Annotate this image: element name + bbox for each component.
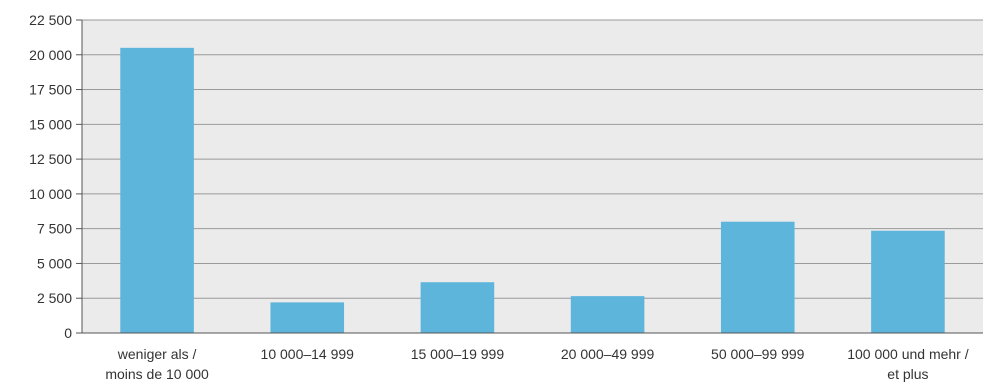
bar: [720, 221, 795, 333]
bar: [570, 296, 645, 333]
y-tick-label: 22 500: [29, 12, 72, 28]
bar: [420, 282, 495, 333]
y-tick-label: 5 000: [37, 255, 72, 271]
x-category-label: 100 000 und mehr / et plus: [847, 346, 969, 382]
y-tick-label: 7 500: [37, 221, 72, 237]
x-category-label-line: 15 000–19 999: [411, 346, 505, 362]
gridlines: [82, 19, 983, 299]
x-category-label-line: 50 000–99 999: [711, 346, 805, 362]
x-axis-labels: weniger als / moins de 10 000 10 000–14 99…: [105, 346, 968, 382]
x-category-label-line: et plus: [887, 366, 928, 382]
bar: [120, 47, 194, 333]
plot-area: [82, 20, 983, 333]
y-tick-label: 0: [64, 325, 72, 341]
x-category-label-line: 20 000–49 999: [561, 346, 655, 362]
x-category-label: 20 000–49 999: [561, 346, 655, 362]
x-category-label-line: 10 000–14 999: [261, 346, 355, 362]
y-tick-label: 20 000: [29, 47, 72, 63]
x-category-label: 50 000–99 999: [711, 346, 805, 362]
x-category-label-line: moins de 10 000: [105, 366, 209, 382]
y-tick-label: 15 000: [29, 116, 72, 132]
bar: [871, 230, 945, 333]
x-category-label: 10 000–14 999: [261, 346, 355, 362]
x-category-label-line: weniger als /: [117, 346, 197, 362]
x-category-label: weniger als / moins de 10 000: [105, 346, 209, 382]
x-category-label-line: 100 000 und mehr /: [847, 346, 969, 362]
y-tick-label: 10 000: [29, 186, 72, 202]
y-tick-label: 17 500: [29, 82, 72, 98]
x-category-label: 15 000–19 999: [411, 346, 505, 362]
y-axis-ticks: 0 2 500 5 000 7 500 10 000 12 500 15 000 17 500…: [29, 12, 82, 341]
y-tick-label: 2 500: [37, 290, 72, 306]
y-tick-label: 12 500: [29, 151, 72, 167]
bar: [270, 302, 345, 333]
bars: [120, 47, 945, 333]
